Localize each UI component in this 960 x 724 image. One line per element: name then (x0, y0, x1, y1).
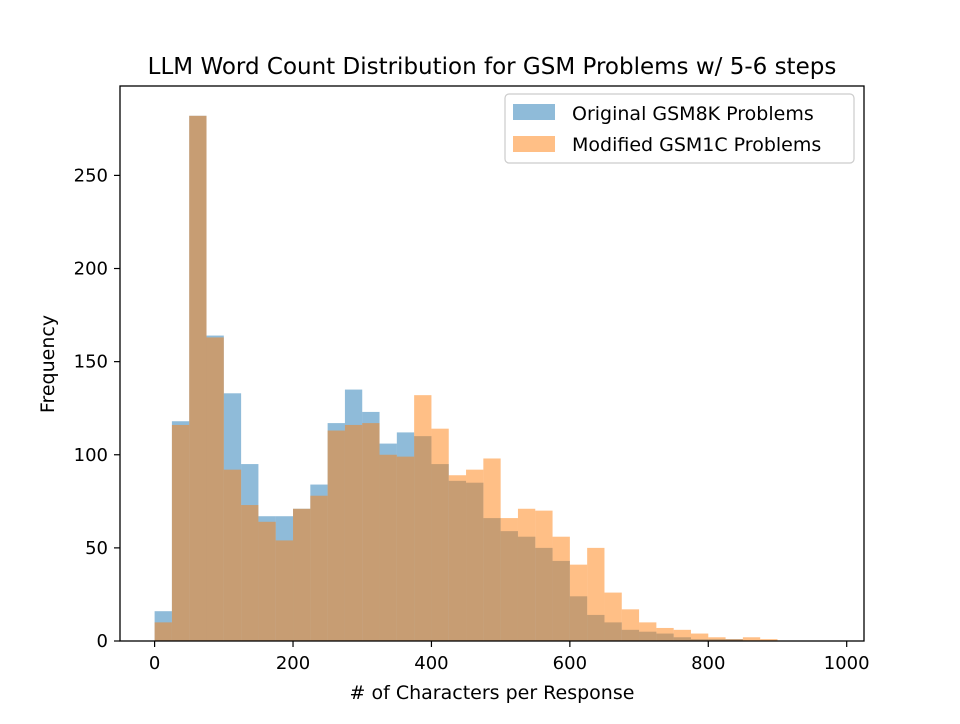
series-1-bars (154, 115, 778, 642)
histogram-bar (448, 475, 467, 641)
histogram-bar (431, 428, 449, 641)
histogram-bar (189, 115, 207, 642)
histogram-bar (154, 622, 172, 641)
histogram-bar (414, 395, 432, 641)
histogram-bar (725, 639, 743, 641)
x-axis-label: # of Characters per Response (350, 682, 635, 704)
plot-frame (119, 85, 865, 642)
x-tick-label: 800 (691, 653, 725, 674)
legend-box (504, 93, 855, 164)
histogram-bar (293, 508, 311, 641)
histogram-bar (396, 456, 415, 641)
y-tick-label: 0 (97, 631, 108, 652)
histogram-bar (344, 424, 363, 641)
histogram-bar (379, 454, 397, 641)
y-tick-label: 50 (85, 538, 108, 559)
legend: Original GSM8K Problems Modified GSM1C P… (504, 93, 855, 164)
histogram-bar (466, 469, 484, 641)
bars-layer (154, 115, 778, 642)
histogram-bar (362, 423, 380, 641)
histogram-bar (708, 637, 726, 641)
y-tick-label: 250 (74, 165, 108, 186)
histogram-bar (604, 592, 622, 641)
histogram-bar (258, 521, 276, 641)
histogram-bar (517, 508, 536, 641)
legend-swatch-original (513, 104, 555, 120)
histogram-bar (206, 337, 224, 641)
legend-swatch-modified (513, 136, 555, 152)
y-tick-label: 200 (74, 259, 108, 280)
x-tick-label: 0 (149, 653, 160, 674)
x-tick-label: 1000 (824, 653, 870, 674)
histogram-bar (241, 505, 259, 641)
histogram-bar (223, 469, 242, 641)
histogram-bar (690, 633, 709, 641)
histogram-bar (621, 609, 640, 641)
histogram-bar (327, 430, 345, 641)
histogram-bar (639, 622, 657, 641)
histogram-bar (171, 424, 190, 641)
histogram-bar (500, 518, 518, 641)
chart-title: LLM Word Count Distribution for GSM Prob… (148, 54, 837, 80)
x-tick-label: 600 (553, 653, 587, 674)
histogram-bar (587, 547, 605, 641)
histogram-bar (552, 536, 570, 641)
y-tick-label: 100 (74, 445, 108, 466)
y-axis-ticks: 0 50 100 150 200 250 (74, 165, 120, 652)
legend-label-modified: Modified GSM1C Problems (572, 134, 821, 156)
y-tick-label: 150 (74, 352, 108, 373)
histogram-bar (656, 627, 674, 641)
histogram-bar (673, 629, 691, 641)
x-tick-label: 400 (414, 653, 448, 674)
legend-label-original: Original GSM8K Problems (572, 103, 814, 125)
y-axis-label: Frequency (37, 315, 59, 413)
x-axis-ticks: 0 200 400 600 800 1000 (149, 641, 870, 674)
histogram-bar (760, 639, 778, 641)
histogram-bar (310, 495, 328, 641)
x-tick-label: 200 (276, 653, 310, 674)
histogram-bar (569, 564, 588, 641)
histogram-bar (483, 458, 501, 641)
histogram-bar (742, 637, 761, 641)
histogram-bar (275, 540, 294, 641)
histogram-bar (535, 510, 553, 641)
